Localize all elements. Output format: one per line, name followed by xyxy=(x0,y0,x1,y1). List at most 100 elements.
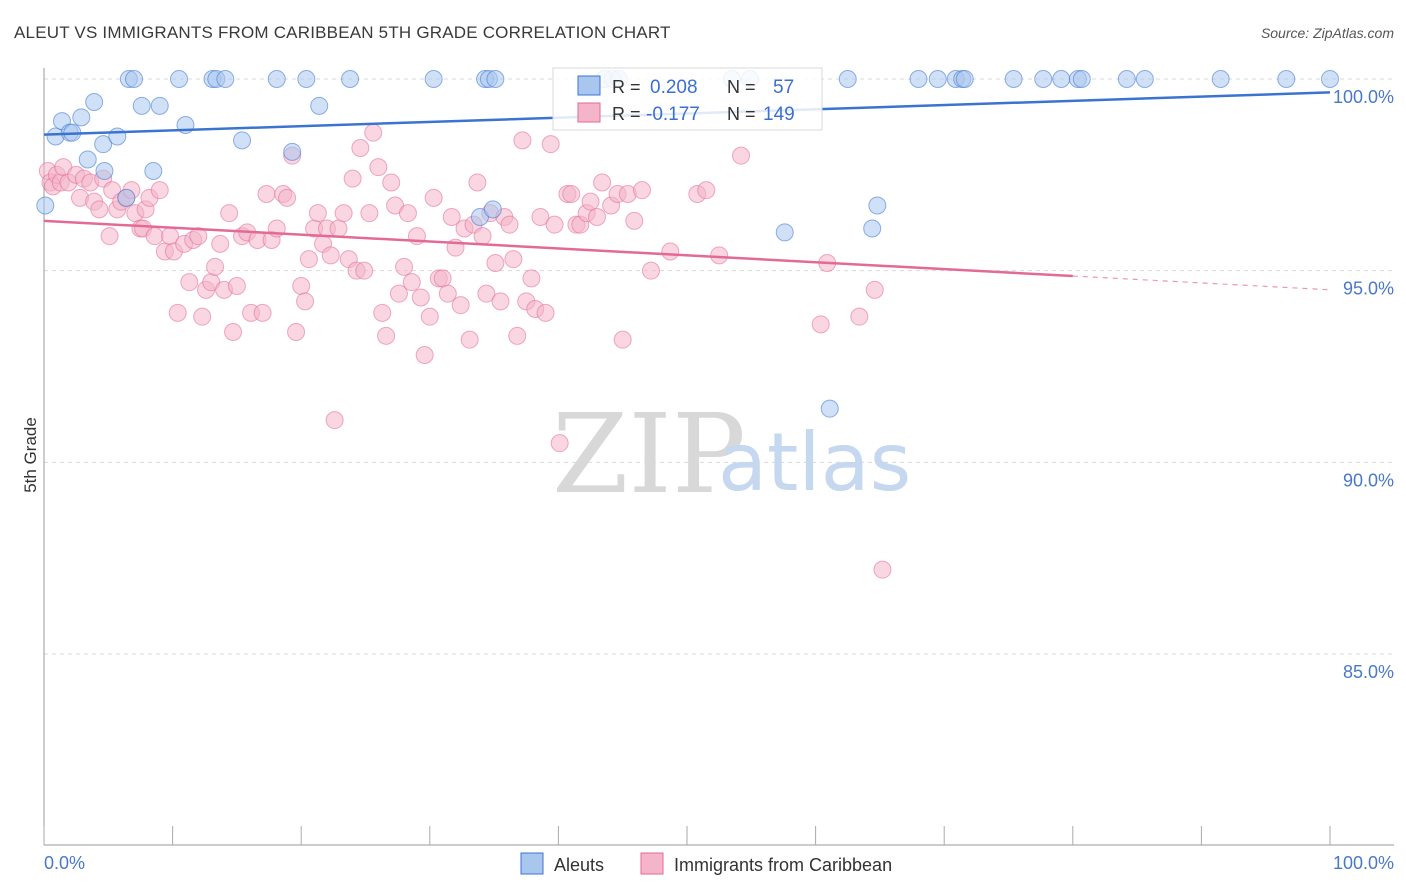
caribbean-point xyxy=(321,246,340,265)
caribbean-point xyxy=(227,277,246,295)
caribbean-point xyxy=(491,292,510,311)
gridlines xyxy=(44,78,1394,655)
caribbean-point xyxy=(398,204,417,223)
aleuts-point xyxy=(1135,70,1154,88)
caribbean-point xyxy=(299,250,318,269)
aleuts-point xyxy=(283,142,302,161)
stats-r-label-2: R = xyxy=(612,104,641,124)
stats-r-caribbean: -0.177 xyxy=(646,104,700,125)
caribbean-point xyxy=(382,173,401,192)
caribbean-point xyxy=(504,250,523,269)
caribbean-point xyxy=(206,257,225,276)
caribbean-point xyxy=(873,560,892,579)
caribbean-point xyxy=(411,288,430,307)
caribbean-point xyxy=(253,303,272,322)
aleuts-point xyxy=(72,108,91,127)
caribbean-point xyxy=(433,269,452,288)
bottom-legend: Aleuts Immigrants from Caribbean xyxy=(520,852,892,875)
caribbean-point xyxy=(211,234,230,253)
aleuts-point xyxy=(216,70,235,88)
aleuts-point xyxy=(78,150,97,169)
aleuts-point xyxy=(775,223,794,242)
legend-swatch-caribbean xyxy=(640,852,664,875)
aleuts-point xyxy=(1211,70,1230,88)
y-axis-label: 5th Grade xyxy=(21,417,40,493)
caribbean-point xyxy=(168,303,187,322)
caribbean-point xyxy=(473,227,492,246)
caribbean-point xyxy=(395,257,414,276)
caribbean-point xyxy=(415,346,434,364)
caribbean-point xyxy=(522,269,541,288)
aleuts-point xyxy=(341,70,360,88)
watermark-zip: ZIP xyxy=(552,390,746,518)
aleuts-point xyxy=(1277,70,1296,88)
caribbean-point xyxy=(460,330,479,349)
aleuts-point xyxy=(132,96,151,115)
watermark-atlas: atlas xyxy=(718,416,911,509)
caribbean-point xyxy=(145,227,164,246)
caribbean-point xyxy=(224,323,243,341)
aleuts-point xyxy=(1072,70,1091,88)
watermark: ZIP atlas xyxy=(552,390,911,518)
aleuts-point xyxy=(483,200,502,219)
legend-label-aleuts: Aleuts xyxy=(554,855,604,875)
caribbean-point xyxy=(541,135,560,154)
caribbean-point xyxy=(632,181,651,200)
caribbean-point xyxy=(513,131,532,150)
caribbean-point xyxy=(292,277,311,295)
caribbean-point xyxy=(389,284,408,303)
caribbean-point xyxy=(587,208,606,226)
y-tick-label: 90.0% xyxy=(1343,470,1394,490)
aleuts-point xyxy=(297,70,316,88)
stats-r-aleuts: 0.208 xyxy=(650,77,698,98)
caribbean-point xyxy=(661,242,680,261)
aleuts-point xyxy=(928,70,947,88)
aleuts-point xyxy=(310,96,329,115)
stats-n-caribbean: 149 xyxy=(763,104,795,125)
aleuts-point xyxy=(125,70,144,88)
legend-swatch-aleuts xyxy=(520,852,544,875)
stats-r-label: R = xyxy=(612,77,641,97)
caribbean-point xyxy=(189,227,208,246)
stats-swatch-caribbean xyxy=(577,102,601,123)
caribbean-point xyxy=(581,192,600,211)
caribbean-point xyxy=(360,204,379,223)
caribbean-point xyxy=(193,307,212,326)
caribbean-point xyxy=(355,261,374,280)
caribbean-point xyxy=(373,303,392,322)
aleuts-point xyxy=(108,127,127,146)
caribbean-point xyxy=(278,188,297,207)
caribbean-point xyxy=(477,284,496,303)
stats-legend: R = 0.208 N = 57 R = -0.177 N = 149 xyxy=(552,67,823,131)
aleuts-point xyxy=(85,93,104,111)
caribbean-point xyxy=(697,181,716,200)
aleuts-point xyxy=(868,196,887,215)
aleuts-point xyxy=(144,162,163,180)
series-caribbean-points xyxy=(38,123,892,579)
caribbean-point xyxy=(325,411,344,430)
caribbean-point xyxy=(438,284,457,303)
caribbean-point xyxy=(329,219,348,238)
caribbean-point xyxy=(613,330,632,349)
caribbean-point xyxy=(296,292,315,311)
aleuts-point xyxy=(117,188,136,207)
caribbean-point xyxy=(545,215,564,234)
x-tick-label-left: 0.0% xyxy=(44,853,85,873)
caribbean-point xyxy=(220,204,239,223)
aleuts-point xyxy=(94,135,113,154)
caribbean-point xyxy=(500,215,519,234)
caribbean-point xyxy=(351,139,370,157)
stats-n-label-2: N = xyxy=(727,104,756,124)
aleuts-point xyxy=(150,96,169,115)
aleuts-point xyxy=(863,219,882,238)
caribbean-point xyxy=(90,200,109,219)
trend-line-extension-1 xyxy=(1072,275,1331,291)
caribbean-point xyxy=(287,323,306,341)
chart-title: ALEUT VS IMMIGRANTS FROM CARIBBEAN 5TH G… xyxy=(14,23,671,42)
aleuts-point xyxy=(909,70,928,88)
caribbean-point xyxy=(468,173,487,192)
aleuts-point xyxy=(820,399,839,418)
caribbean-point xyxy=(308,204,327,223)
aleuts-point xyxy=(1052,70,1071,88)
legend-label-caribbean: Immigrants from Caribbean xyxy=(674,855,892,875)
